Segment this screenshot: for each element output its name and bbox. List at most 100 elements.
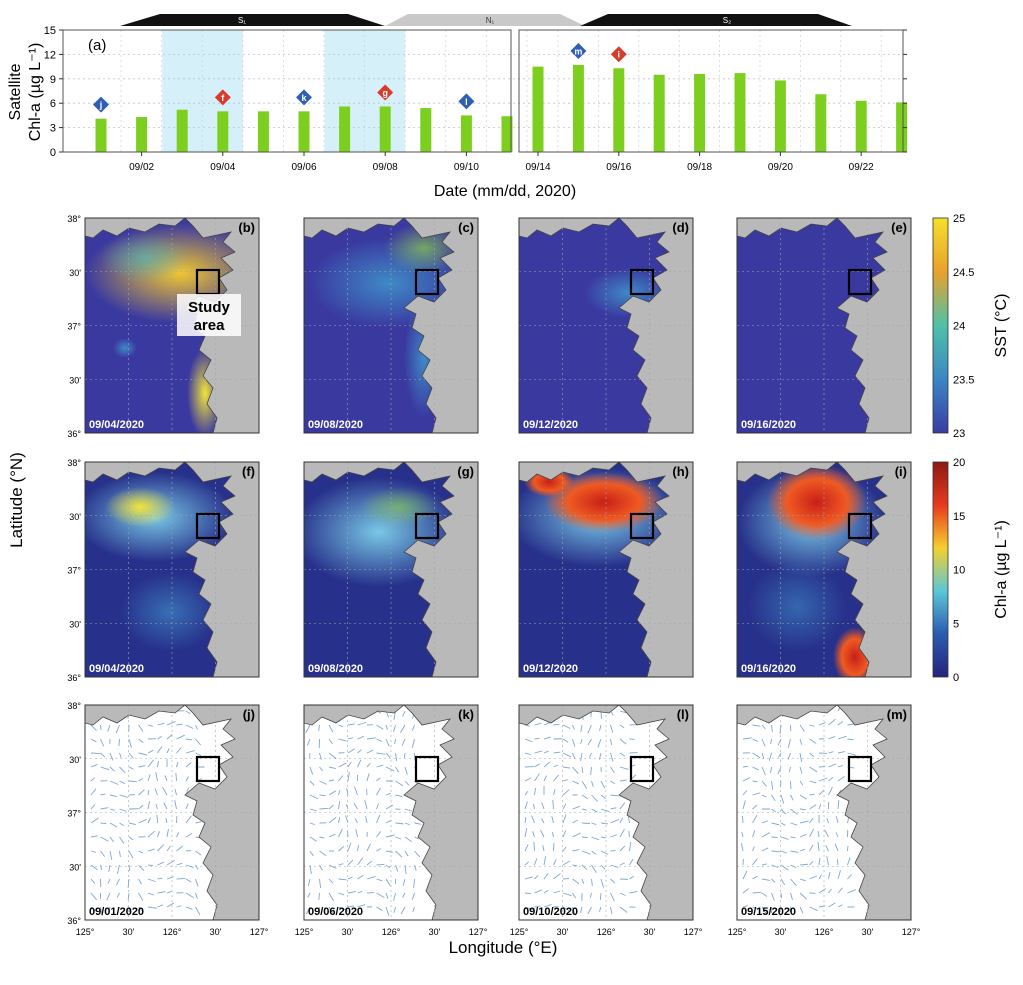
current-vector (185, 724, 194, 729)
marker-letter: l (465, 97, 468, 107)
current-vector (541, 818, 545, 824)
chl-bloom (767, 464, 867, 540)
current-vector (309, 766, 314, 775)
study-area-box (414, 512, 440, 540)
bar (298, 111, 310, 152)
current-vector (524, 906, 534, 911)
map-frame (303, 217, 479, 434)
current-vector (572, 832, 581, 838)
study-area-box (414, 268, 440, 296)
current-vector (619, 802, 626, 810)
x-tick-label: 09/02 (129, 162, 154, 173)
current-vector (629, 858, 634, 866)
current-vector (347, 723, 355, 726)
lon-tick-label: 30' (862, 927, 874, 937)
bar-frame-right (518, 29, 904, 153)
current-vector (835, 832, 839, 838)
current-vector (185, 738, 192, 741)
study-area-box (629, 755, 655, 783)
current-vector (157, 722, 165, 726)
current-vector (610, 892, 615, 902)
current-vector (780, 892, 783, 899)
current-vector (176, 747, 182, 754)
current-vector (155, 772, 158, 782)
map-frame (518, 704, 694, 921)
current-vector (328, 878, 334, 884)
current-vector (597, 738, 602, 748)
current-vector (366, 843, 371, 852)
cyan-patch (100, 233, 190, 283)
study-area-box (195, 755, 221, 783)
current-vector (599, 906, 602, 912)
current-vector (328, 892, 334, 901)
current-vector (541, 802, 545, 810)
current-vector (195, 878, 199, 887)
gridlines (63, 30, 903, 152)
current-vector (580, 752, 583, 761)
current-vector (742, 765, 749, 768)
current-vector (328, 752, 337, 759)
current-vector (385, 792, 391, 796)
x-tick-label: 09/04 (210, 162, 235, 173)
y-tick-label: 6 (50, 98, 56, 110)
current-vector (385, 804, 394, 810)
current-vector (610, 724, 614, 733)
current-vector (157, 891, 166, 894)
current-vector (385, 834, 395, 838)
current-vector (109, 808, 115, 811)
bar (136, 117, 148, 152)
current-vector (828, 718, 836, 726)
marker-letter: f (221, 93, 225, 103)
current-vector (799, 738, 803, 745)
current-vector (107, 724, 111, 732)
current-vector (752, 814, 758, 824)
current-vector (305, 724, 311, 734)
colorbar-tick-label: 0 (953, 672, 959, 684)
map-field (519, 218, 693, 433)
current-vector (799, 752, 803, 762)
colorbar-sst (932, 217, 949, 434)
current-vector (534, 889, 543, 894)
y-tick-label: 0 (50, 147, 56, 159)
current-vector (610, 807, 617, 810)
current-vector (347, 842, 352, 852)
lon-tick-label: 125° (76, 927, 95, 937)
current-vector (524, 801, 528, 810)
current-vector (119, 780, 126, 785)
current-vector (385, 724, 388, 730)
current-vector (534, 773, 540, 782)
current-vector (328, 833, 336, 838)
current-vector (818, 858, 821, 866)
current-vector (847, 874, 852, 880)
lon-tick-label: 127° (469, 927, 488, 937)
land (519, 462, 620, 483)
current-vector (619, 779, 627, 782)
lon-tick-label: 30' (775, 927, 787, 937)
current-vector (752, 804, 758, 810)
current-vector (90, 788, 97, 796)
current-vector (185, 892, 194, 899)
current-vector (591, 864, 597, 873)
current-vector (319, 752, 322, 760)
current-vector (195, 906, 201, 916)
current-vector (176, 845, 184, 852)
current-vector (338, 846, 345, 852)
current-vector (395, 822, 404, 825)
map-frame (518, 461, 694, 678)
current-vector (195, 864, 199, 870)
lon-tick-label: 126° (163, 927, 182, 937)
map-panel-chl: (h) 09/12/2020 (518, 461, 694, 678)
lat-tick-label: 36° (67, 916, 81, 926)
current-vector (761, 724, 766, 730)
current-vector (138, 789, 145, 796)
current-vector (847, 738, 854, 741)
current-vector (826, 856, 829, 866)
current-vector (109, 836, 114, 843)
current-vector (100, 752, 106, 758)
bar (896, 102, 908, 152)
current-vector (543, 736, 551, 740)
land (85, 462, 186, 483)
current-vector (742, 800, 746, 810)
current-vector (115, 878, 120, 886)
current-vector (393, 724, 396, 732)
